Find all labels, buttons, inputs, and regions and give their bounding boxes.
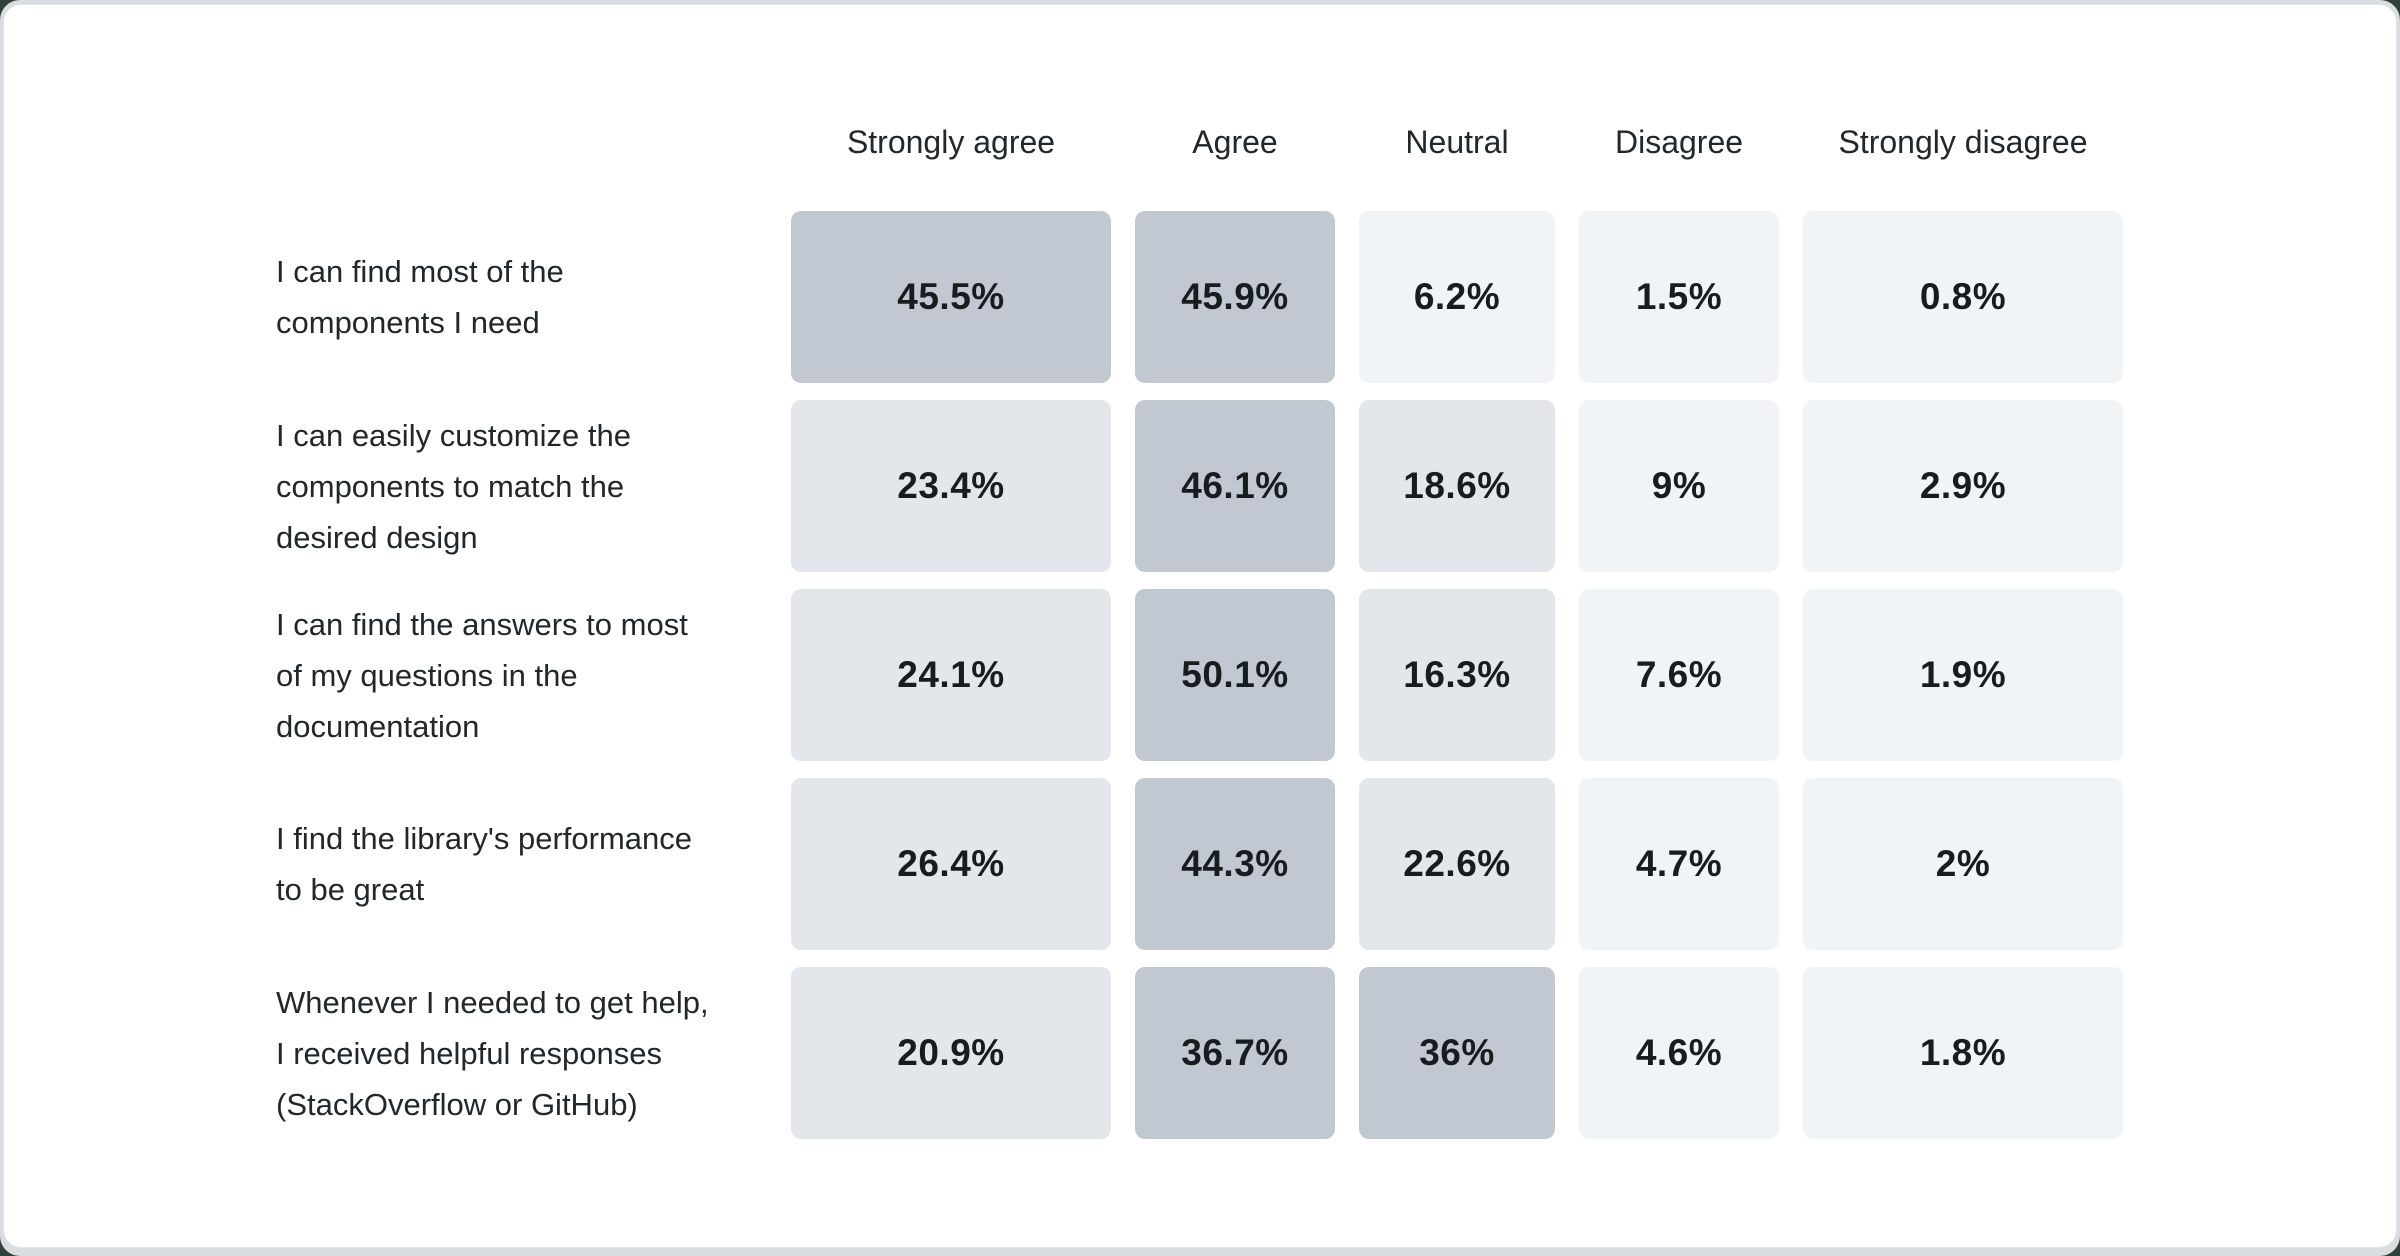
heatmap-cell: 26.4% xyxy=(791,778,1111,950)
heatmap-cell: 24.1% xyxy=(791,589,1111,761)
row-label: I can find the answers to most of my que… xyxy=(276,606,688,744)
heatmap-cell: 9% xyxy=(1579,400,1779,572)
heatmap-cell: 16.3% xyxy=(1359,589,1555,761)
survey-card: Strongly agree Agree Neutral Disagree Strong… xyxy=(3,4,2397,1248)
heatmap-cell: 45.5% xyxy=(791,211,1111,383)
row-label: Whenever I needed to get help, I receive… xyxy=(276,984,709,1122)
row-label: I find the library's performance to be g… xyxy=(276,821,692,907)
heatmap-cell: 22.6% xyxy=(1359,778,1555,950)
heatmap-cell: 4.7% xyxy=(1579,778,1779,950)
heatmap-cell: 2.9% xyxy=(1803,400,2123,572)
row-label: I can easily customize the components to… xyxy=(276,417,631,555)
column-header: Disagree xyxy=(1614,124,1744,160)
heatmap-cell: 50.1% xyxy=(1135,589,1335,761)
matrix-corner-spacer xyxy=(276,91,767,194)
heatmap-cell: 0.8% xyxy=(1803,211,2123,383)
row-label: I can find most of the components I need xyxy=(276,254,564,340)
heatmap-cell: 1.9% xyxy=(1803,589,2123,761)
column-header: Strongly agree xyxy=(846,124,1056,160)
heatmap-cell: 6.2% xyxy=(1359,211,1555,383)
heatmap-cell: 2% xyxy=(1803,778,2123,950)
heatmap-cell: 4.6% xyxy=(1579,967,1779,1139)
heatmap-cell: 36% xyxy=(1359,967,1555,1139)
heatmap-cell: 1.5% xyxy=(1579,211,1779,383)
column-header: Strongly disagree xyxy=(1838,124,2088,160)
heatmap-cell: 18.6% xyxy=(1359,400,1555,572)
column-header: Neutral xyxy=(1405,124,1509,160)
likert-heatmap-matrix: Strongly agree Agree Neutral Disagree Strong… xyxy=(276,91,2123,1139)
column-header: Agree xyxy=(1192,124,1278,160)
heatmap-cell: 36.7% xyxy=(1135,967,1335,1139)
heatmap-cell: 23.4% xyxy=(791,400,1111,572)
heatmap-cell: 7.6% xyxy=(1579,589,1779,761)
heatmap-cell: 20.9% xyxy=(791,967,1111,1139)
heatmap-cell: 44.3% xyxy=(1135,778,1335,950)
heatmap-cell: 45.9% xyxy=(1135,211,1335,383)
heatmap-cell: 1.8% xyxy=(1803,967,2123,1139)
heatmap-cell: 46.1% xyxy=(1135,400,1335,572)
